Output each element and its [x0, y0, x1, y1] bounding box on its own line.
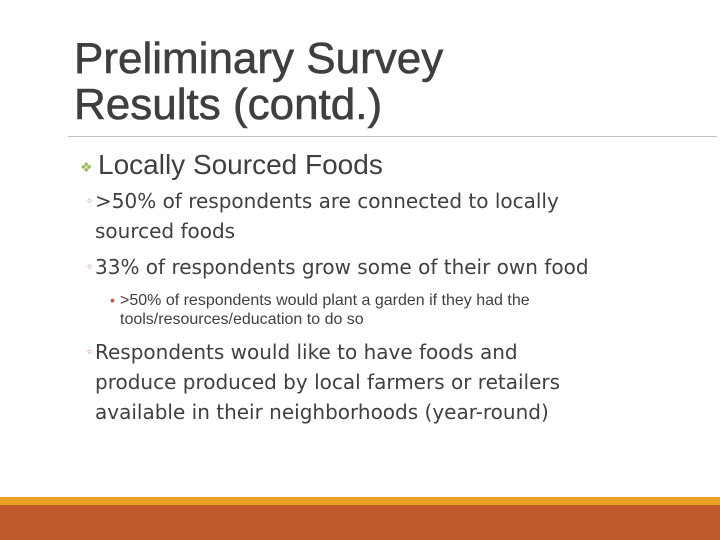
- sub-bullet-text: >50% of respondents would plant a garden…: [120, 292, 530, 309]
- bullet-item-text: produce produced by local farmers or ret…: [95, 370, 561, 394]
- ring-bullet-icon: ◦: [86, 345, 94, 359]
- bullet-item-text: 33% of respondents grow some of their ow…: [95, 255, 589, 279]
- bullet-item-text: Respondents would like to have foods and: [95, 340, 518, 364]
- bullet-item-connected: ◦>50% of respondents are connected to lo…: [86, 186, 686, 246]
- section-heading: ❖ Locally Sourced Foods: [80, 148, 383, 184]
- slide-title-line-1: Preliminary Survey: [74, 34, 444, 83]
- bullet-item-text: sourced foods: [95, 219, 236, 243]
- sub-bullet-item-garden: • >50% of respondents would plant a garde…: [110, 291, 670, 329]
- footer-accent-stripe: [0, 497, 720, 505]
- bullet-item-local-farmers: ◦Respondents would like to have foods an…: [86, 337, 686, 427]
- slide-title: Preliminary Survey Results (contd.): [74, 34, 674, 129]
- ring-bullet-icon: ◦: [86, 260, 94, 274]
- title-divider: [68, 136, 717, 137]
- slide-title-line-2: Results (contd.): [74, 80, 383, 129]
- bullet-item-text: >50% of respondents are connected to loc…: [95, 189, 559, 213]
- dot-bullet-icon: •: [110, 292, 115, 308]
- sub-bullet-text: tools/resources/education to do so: [120, 311, 364, 328]
- footer-bar: [0, 497, 720, 540]
- ring-bullet-icon: ◦: [86, 194, 94, 208]
- section-heading-text: Locally Sourced Foods: [98, 149, 383, 180]
- bullet-item-grow-food: ◦33% of respondents grow some of their o…: [86, 252, 686, 282]
- diamond-bullet-icon: ❖: [80, 159, 93, 175]
- bullet-item-text: available in their neighborhoods (year-r…: [95, 400, 549, 424]
